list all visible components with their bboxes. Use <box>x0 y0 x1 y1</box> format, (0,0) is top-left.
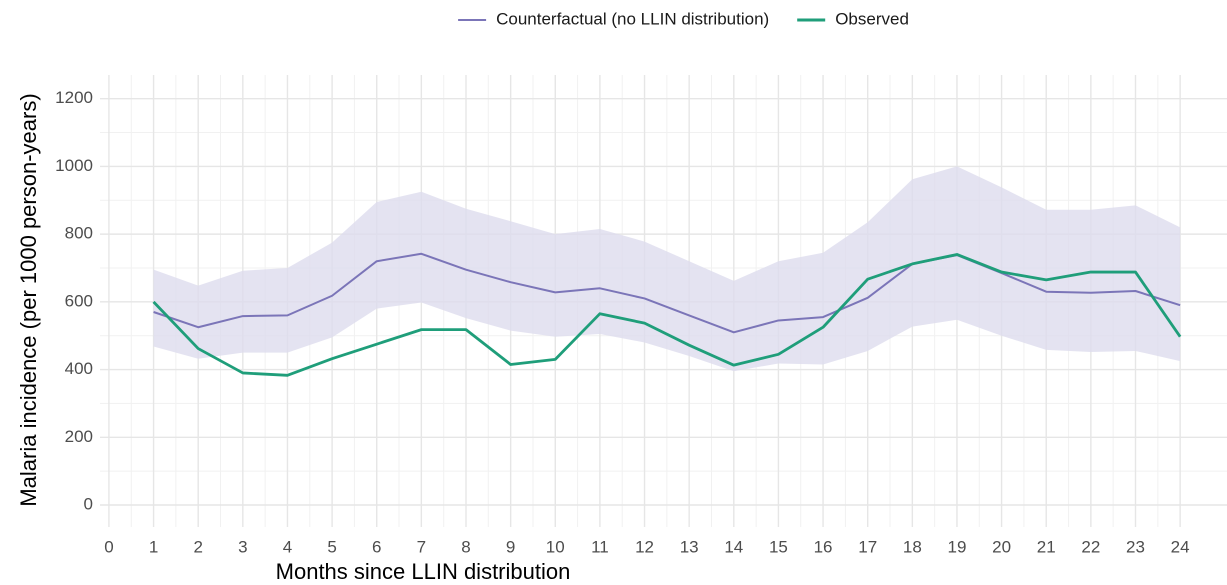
confidence-band <box>153 166 1181 372</box>
legend-label: Counterfactual (no LLIN distribution) <box>496 9 769 28</box>
x-tick-label: 1 <box>149 537 158 556</box>
y-axis-label: Malaria incidence (per 1000 person-years… <box>16 93 41 506</box>
y-tick-label: 1200 <box>55 88 93 107</box>
y-tick-label: 200 <box>65 427 93 446</box>
x-tick-label: 19 <box>948 537 967 556</box>
x-tick-label: 15 <box>769 537 788 556</box>
x-tick-label: 23 <box>1126 537 1145 556</box>
x-tick-label: 3 <box>238 537 247 556</box>
x-tick-label: 5 <box>327 537 336 556</box>
x-tick-label: 12 <box>635 537 654 556</box>
y-tick-label: 800 <box>65 224 93 243</box>
x-tick-label: 7 <box>417 537 426 556</box>
x-tick-label: 6 <box>372 537 381 556</box>
x-tick-label: 0 <box>104 537 113 556</box>
y-tick-label: 600 <box>65 291 93 310</box>
series-line <box>152 253 1182 377</box>
x-tick-label: 22 <box>1081 537 1100 556</box>
x-tick-label: 8 <box>461 537 470 556</box>
y-tick-label: 1000 <box>55 156 93 175</box>
x-axis-label: Months since LLIN distribution <box>276 559 571 584</box>
legend-label: Observed <box>835 9 909 28</box>
x-tick-label: 24 <box>1171 537 1190 556</box>
x-tick-label: 16 <box>814 537 833 556</box>
y-tick-label: 0 <box>84 494 93 513</box>
x-tick-label: 10 <box>546 537 565 556</box>
x-tick-label: 11 <box>591 537 609 556</box>
x-tick-label: 9 <box>506 537 515 556</box>
x-tick-label: 18 <box>903 537 922 556</box>
x-tick-label: 20 <box>992 537 1011 556</box>
y-tick-label: 400 <box>65 359 93 378</box>
x-tick-label: 13 <box>680 537 699 556</box>
x-tick-label: 21 <box>1037 537 1056 556</box>
x-tick-label: 4 <box>283 537 292 556</box>
legend: Counterfactual (no LLIN distribution) Obs… <box>458 9 909 28</box>
x-tick-label: 14 <box>724 537 743 556</box>
x-tick-label: 17 <box>858 537 877 556</box>
series-line <box>153 252 1181 334</box>
x-tick-label: 2 <box>193 537 202 556</box>
